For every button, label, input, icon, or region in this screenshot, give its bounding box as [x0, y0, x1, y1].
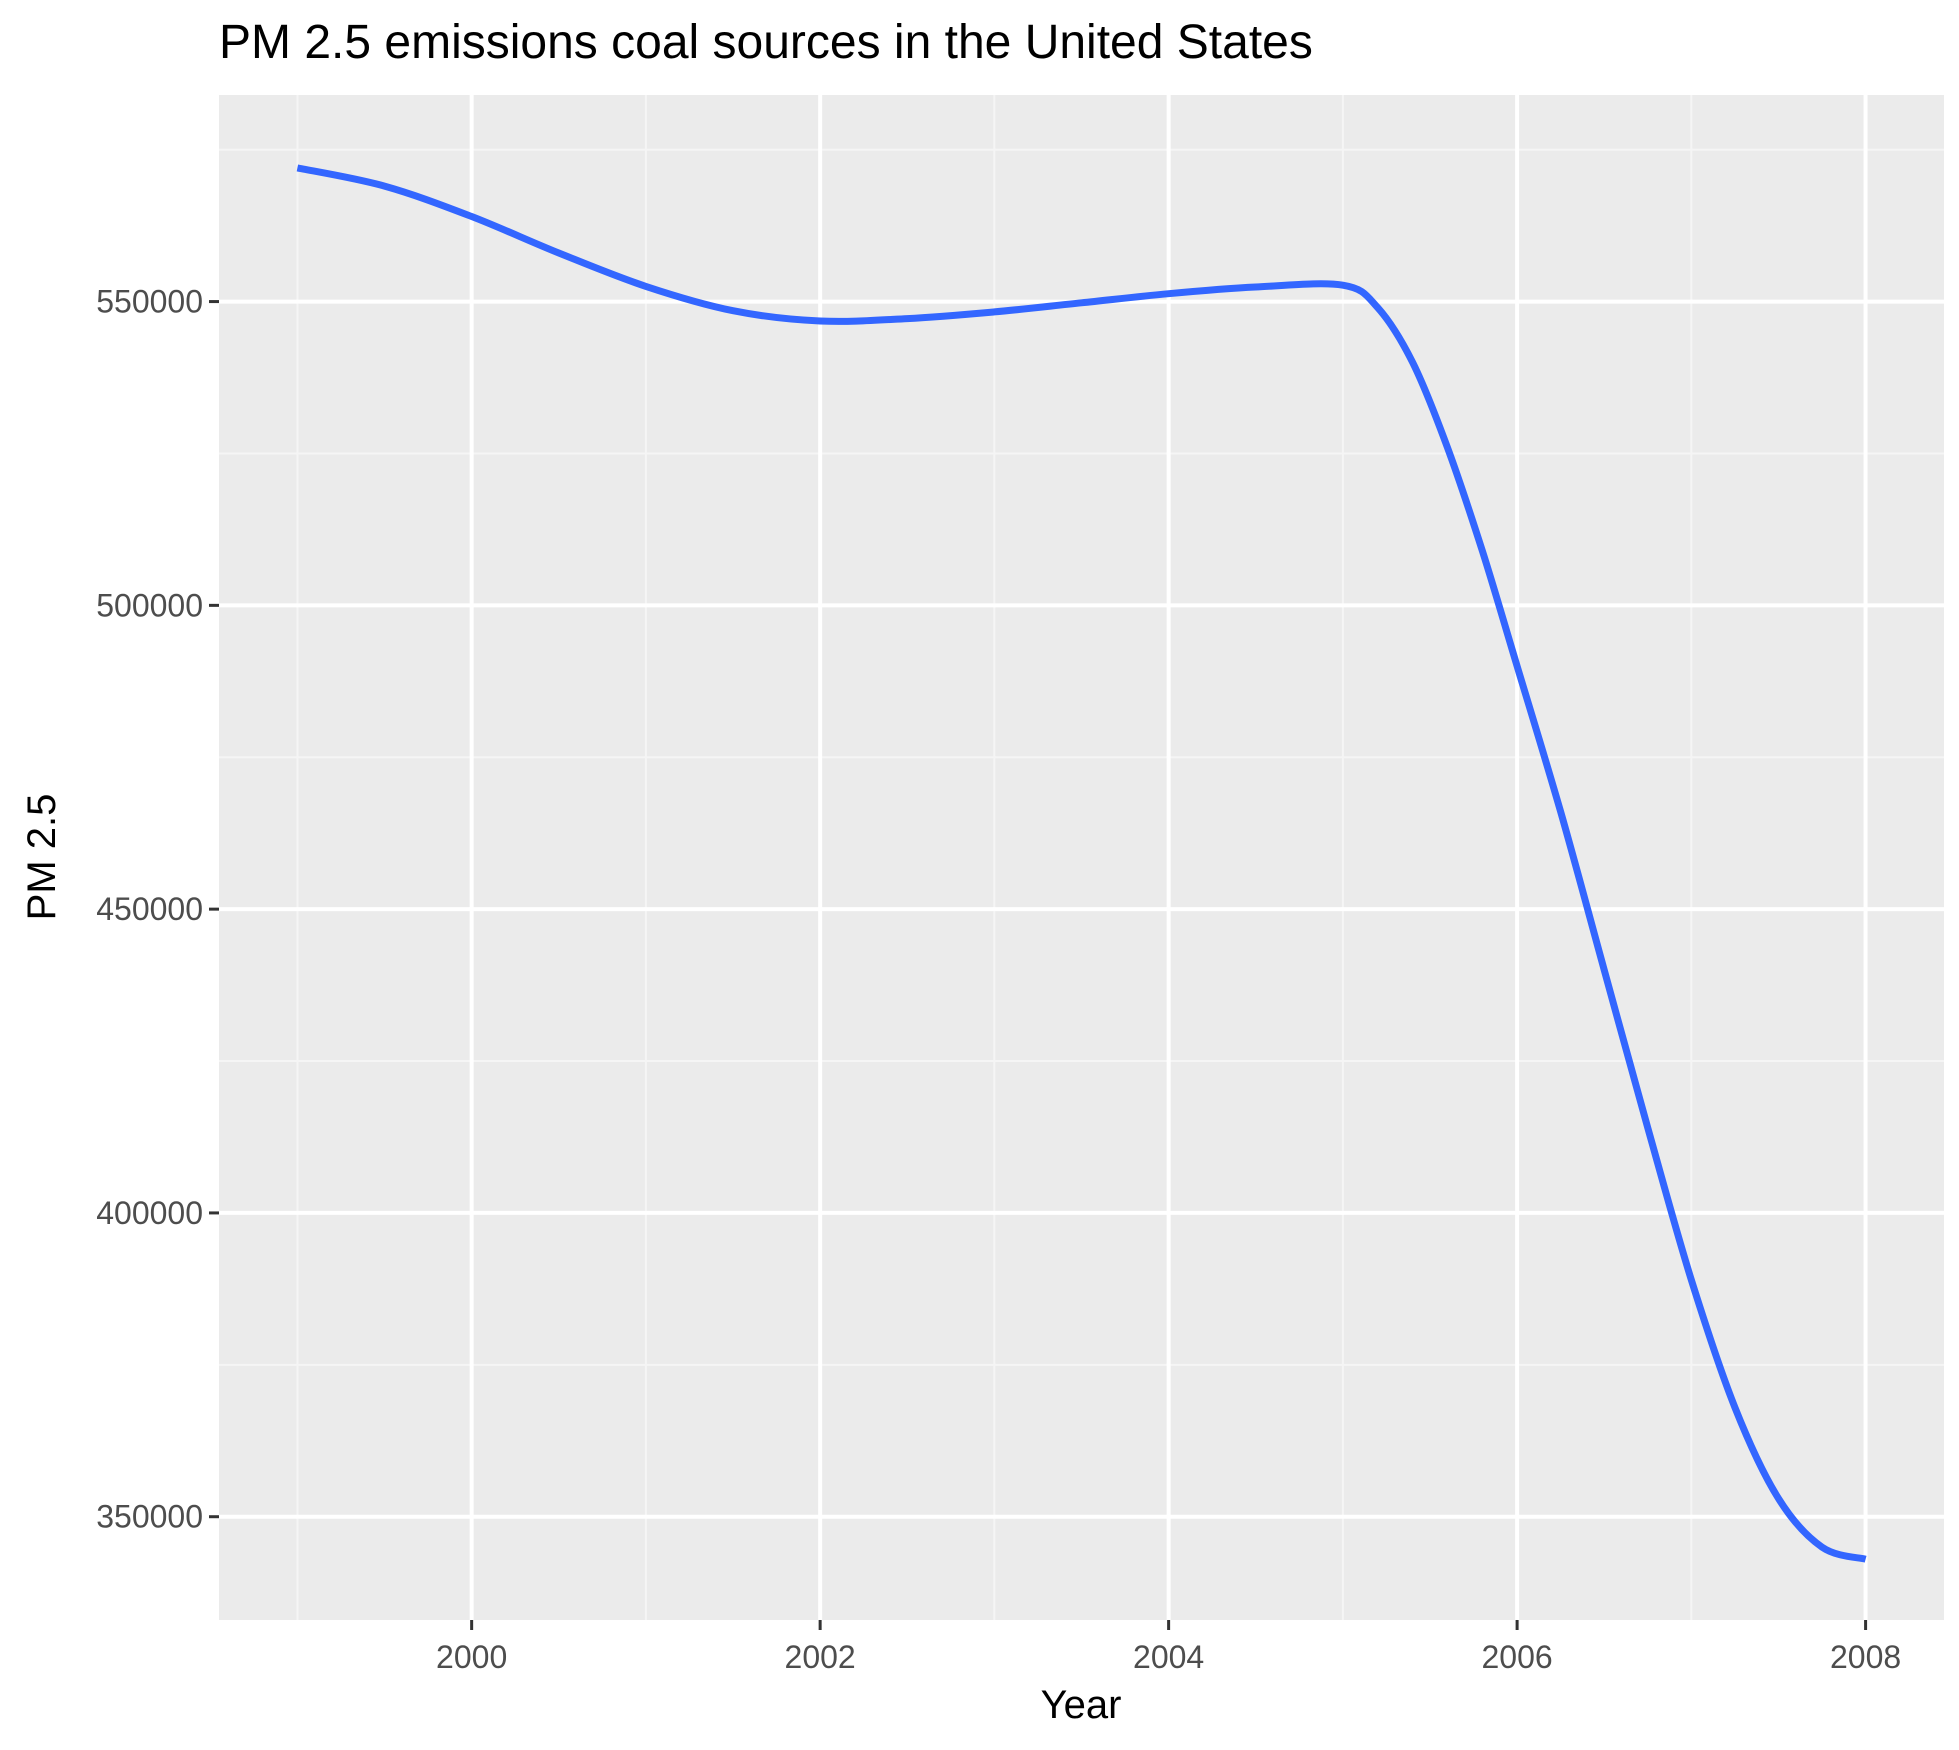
y-tick-label: 400000 — [96, 1195, 203, 1231]
series-line — [296, 164, 1867, 1563]
major-gridlines — [219, 95, 1944, 1620]
x-tick-label: 2006 — [1482, 1639, 1553, 1675]
y-axis-title: PM 2.5 — [20, 794, 64, 921]
plot-panel — [219, 95, 1944, 1620]
x-axis: 2000 2002 2004 2006 2008 — [436, 1620, 1901, 1675]
minor-gridlines — [219, 95, 1944, 1620]
chart-title: PM 2.5 emissions coal sources in the Uni… — [219, 16, 1313, 69]
y-tick-label: 500000 — [96, 587, 203, 623]
y-tick-label: 550000 — [96, 284, 203, 320]
x-tick-label: 2008 — [1830, 1639, 1901, 1675]
y-axis: 350000 400000 450000 500000 550000 — [96, 284, 219, 1535]
x-tick-label: 2004 — [1133, 1639, 1204, 1675]
x-axis-title: Year — [1041, 1683, 1122, 1727]
x-tick-label: 2002 — [785, 1639, 856, 1675]
x-tick-label: 2000 — [436, 1639, 507, 1675]
y-tick-label: 450000 — [96, 891, 203, 927]
series-layer — [296, 164, 1867, 1563]
y-tick-label: 350000 — [96, 1499, 203, 1535]
